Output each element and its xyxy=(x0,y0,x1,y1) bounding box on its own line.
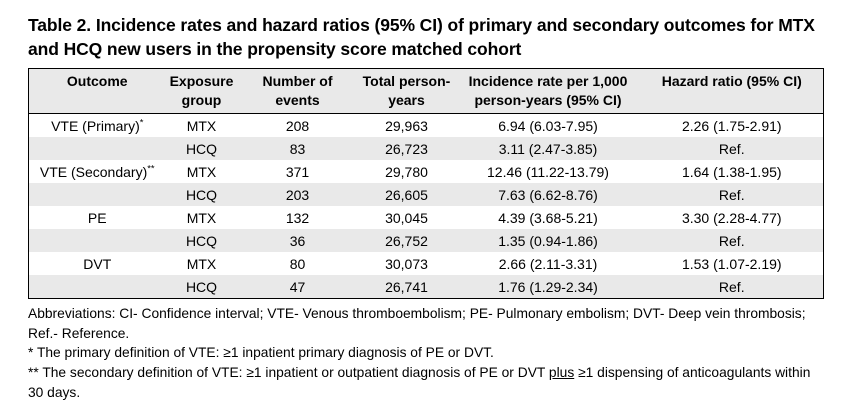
cell-incidence-rate: 6.94 (6.03-7.95) xyxy=(498,117,598,134)
cell-hazard-ratio: Ref. xyxy=(640,183,824,207)
outcome-footnote-marker: ** xyxy=(147,162,155,174)
cell-number-of-events: 208 xyxy=(285,117,310,134)
cell-hazard-ratio: Ref. xyxy=(640,229,824,253)
cell-incidence-rate: 1.76 (1.29-2.34) xyxy=(455,275,641,299)
outcomes-table: Outcome Exposure group Number of events … xyxy=(28,68,824,300)
outcome-label: VTE (Secondary) xyxy=(39,163,148,180)
col-header-outcome: Outcome xyxy=(28,68,166,115)
cell-number-of-events: 47 xyxy=(237,275,358,299)
footnotes: Abbreviations: CI- Confidence interval; … xyxy=(28,304,828,402)
table-header: Outcome Exposure group Number of events … xyxy=(28,68,824,115)
cell-hazard-ratio: 1.64 (1.38-1.95) xyxy=(681,163,782,180)
footnote-secondary-definition: ** The secondary definition of VTE: ≥1 i… xyxy=(28,363,828,402)
cell-hazard-ratio: 1.53 (1.07-2.19) xyxy=(681,255,782,272)
cell-incidence-rate: 3.11 (2.47-3.85) xyxy=(455,137,641,161)
footnote-secondary-pre: ** The secondary definition of VTE: ≥1 i… xyxy=(28,364,549,380)
cell-exposure-group: HCQ xyxy=(165,229,238,253)
outcome-label: DVT xyxy=(83,255,112,272)
cell-outcome: VTE (Secondary)** xyxy=(29,160,166,183)
cell-outcome xyxy=(28,183,166,207)
cell-incidence-rate: 2.66 (2.11-3.31) xyxy=(498,255,598,272)
cell-outcome: DVT xyxy=(29,252,166,275)
cell-exposure-group: MTX xyxy=(186,163,217,180)
cell-number-of-events: 36 xyxy=(237,229,358,253)
cell-incidence-rate: 4.39 (3.68-5.21) xyxy=(498,209,598,226)
col-header-incidence-rate: Incidence rate per 1,000 person-years (9… xyxy=(455,68,641,115)
col-header-total-person-years: Total person-years xyxy=(357,68,456,115)
cell-total-person-years: 30,073 xyxy=(385,255,428,272)
cell-number-of-events: 203 xyxy=(237,183,358,207)
cell-outcome: VTE (Primary)* xyxy=(29,114,166,138)
table-row: HCQ 203 26,605 7.63 (6.62-8.76) Ref. xyxy=(28,183,824,207)
col-header-hazard-ratio: Hazard ratio (95% CI) xyxy=(640,68,824,115)
cell-outcome xyxy=(28,275,166,299)
cell-exposure-group: HCQ xyxy=(165,183,238,207)
footnote-secondary-underlined-word: plus xyxy=(548,364,575,380)
table-row: VTE (Secondary)** MTX 371 29,780 12.46 (… xyxy=(29,160,824,183)
header-row: Outcome Exposure group Number of events … xyxy=(28,68,824,115)
col-header-exposure-group: Exposure group xyxy=(165,68,238,115)
col-header-number-of-events: Number of events xyxy=(237,68,358,115)
cell-outcome xyxy=(28,137,166,161)
table-body: VTE (Primary)* MTX 208 29,963 6.94 (6.03… xyxy=(28,114,824,299)
cell-total-person-years: 26,605 xyxy=(357,183,456,207)
cell-incidence-rate: 7.63 (6.62-8.76) xyxy=(455,183,641,207)
cell-incidence-rate: 12.46 (11.22-13.79) xyxy=(487,163,609,180)
cell-number-of-events: 83 xyxy=(237,137,358,161)
table-row: HCQ 36 26,752 1.35 (0.94-1.86) Ref. xyxy=(28,229,824,253)
cell-hazard-ratio: Ref. xyxy=(640,275,824,299)
cell-exposure-group: HCQ xyxy=(165,137,238,161)
cell-exposure-group: HCQ xyxy=(165,275,238,299)
cell-total-person-years: 26,752 xyxy=(357,229,456,253)
cell-exposure-group: MTX xyxy=(186,117,217,134)
table-row: PE MTX 132 30,045 4.39 (3.68-5.21) 3.30 … xyxy=(29,206,824,229)
cell-total-person-years: 30,045 xyxy=(385,209,428,226)
cell-number-of-events: 371 xyxy=(285,163,310,180)
cell-total-person-years: 26,741 xyxy=(357,275,456,299)
cell-exposure-group: MTX xyxy=(186,209,217,226)
table-title: Table 2. Incidence rates and hazard rati… xyxy=(28,15,815,60)
cell-outcome xyxy=(28,229,166,253)
cell-outcome: PE xyxy=(29,206,166,229)
outcome-label: VTE (Primary) xyxy=(51,117,140,134)
outcome-footnote-marker: * xyxy=(139,116,144,128)
table-row: VTE (Primary)* MTX 208 29,963 6.94 (6.03… xyxy=(29,114,824,138)
cell-hazard-ratio: Ref. xyxy=(640,137,824,161)
cell-number-of-events: 80 xyxy=(289,255,306,272)
cell-hazard-ratio: 2.26 (1.75-2.91) xyxy=(681,117,782,134)
cell-hazard-ratio: 3.30 (2.28-4.77) xyxy=(681,209,782,226)
cell-total-person-years: 29,963 xyxy=(385,117,428,134)
cell-number-of-events: 132 xyxy=(285,209,310,226)
footnote-abbreviations: Abbreviations: CI- Confidence interval; … xyxy=(28,306,806,341)
footnote-secondary-post: ≥1 dispensing of anticoagulants within 3… xyxy=(28,364,811,400)
table-row: HCQ 47 26,741 1.76 (1.29-2.34) Ref. xyxy=(28,275,824,299)
cell-incidence-rate: 1.35 (0.94-1.86) xyxy=(455,229,641,253)
table-row: HCQ 83 26,723 3.11 (2.47-3.85) Ref. xyxy=(28,137,824,161)
cell-exposure-group: MTX xyxy=(186,255,217,272)
cell-total-person-years: 26,723 xyxy=(357,137,456,161)
table-row: DVT MTX 80 30,073 2.66 (2.11-3.31) 1.53 … xyxy=(29,252,824,275)
cell-total-person-years: 29,780 xyxy=(385,163,428,180)
footnote-primary-definition: * The primary definition of VTE: ≥1 inpa… xyxy=(28,345,494,361)
outcome-label: PE xyxy=(87,209,107,226)
